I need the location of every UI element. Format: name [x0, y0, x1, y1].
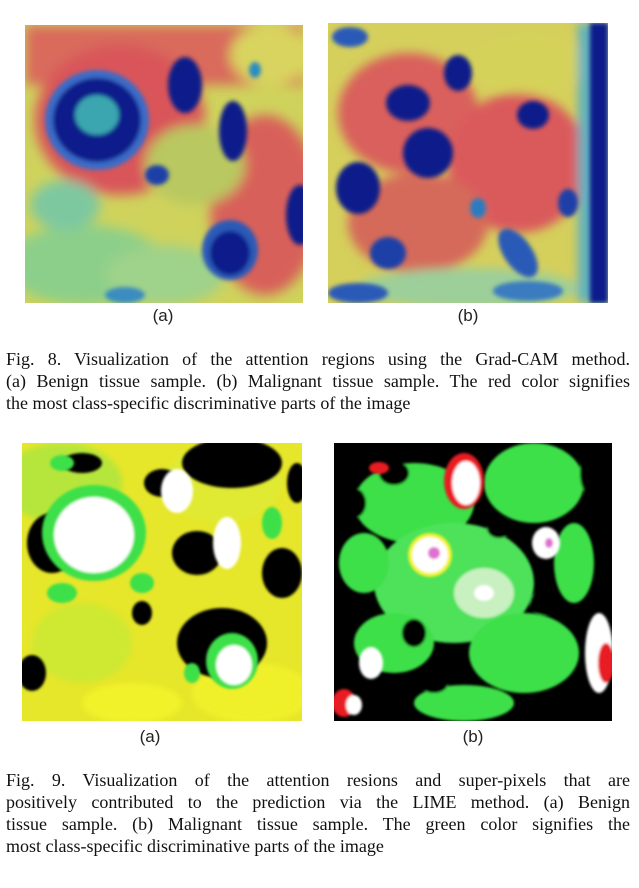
fig8-panel-b-label: (b): [457, 306, 479, 325]
caption-line: positively contributed to the prediction…: [6, 792, 630, 812]
caption-line: the most class-specific discriminative p…: [6, 393, 411, 413]
caption-line: Fig. 9. Visualization of the attention r…: [6, 770, 630, 790]
fig9-panel-a-label: (a): [139, 727, 161, 746]
fig9-panel-a-lime-benign: [22, 443, 302, 721]
caption-line: most class-specific discriminative parts…: [6, 836, 384, 856]
fig9-caption: Fig. 9. Visualization of the attention r…: [6, 769, 630, 857]
fig8-panel-a-gradcam-benign: [25, 25, 303, 303]
caption-line: Fig. 8. Visualization of the attention r…: [6, 349, 630, 369]
fig9-panel-b-lime-malignant: [334, 443, 612, 721]
fig9-panel-b-label: (b): [462, 727, 484, 746]
caption-line: tissue sample. (b) Malignant tissue samp…: [6, 814, 630, 834]
fig8-panel-b-gradcam-malignant: [328, 23, 608, 303]
fig8-caption: Fig. 8. Visualization of the attention r…: [6, 348, 630, 414]
caption-line: (a) Benign tissue sample. (b) Malignant …: [6, 371, 630, 391]
fig8-panel-a-label: (a): [152, 306, 174, 325]
